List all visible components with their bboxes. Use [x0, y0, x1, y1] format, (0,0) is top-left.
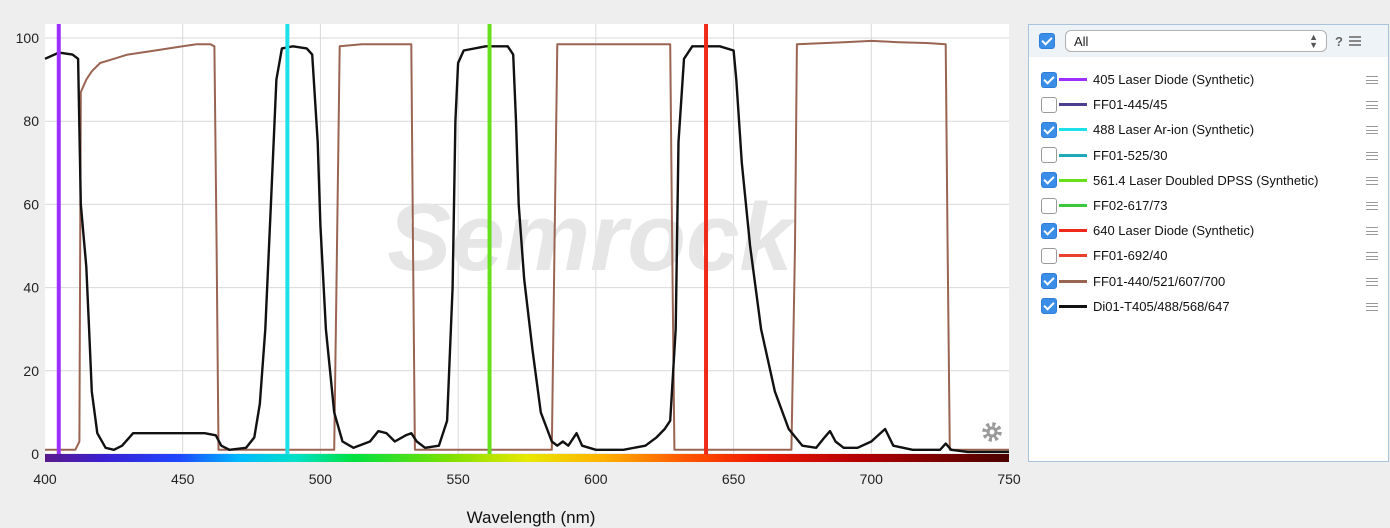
legend-label: 640 Laser Diode (Synthetic): [1093, 223, 1255, 239]
legend-checkbox[interactable]: [1041, 71, 1057, 88]
drag-handle-icon[interactable]: [1366, 176, 1378, 185]
drag-handle-icon[interactable]: [1366, 302, 1378, 311]
legend-checkbox[interactable]: [1041, 197, 1057, 214]
axis-ticks: 0 20 40 60 80 100 400 450 500 550 600 650 700 750: [16, 30, 1021, 487]
x-tick-label-4: 600: [584, 471, 608, 487]
series-line-1: [44, 45, 1009, 454]
legend-label: FF01-445/45: [1093, 97, 1168, 113]
panel-header: All ▲ ▼ ?: [1029, 25, 1388, 57]
drag-handle-icon[interactable]: [1366, 101, 1378, 110]
watermark: Semrock: [387, 184, 797, 291]
spectrum-gradient: [45, 454, 1009, 462]
drag-handle-icon[interactable]: [1366, 277, 1378, 286]
help-icon[interactable]: ?: [1335, 33, 1343, 49]
legend-label: FF02-617/73: [1093, 198, 1168, 214]
panel-menu-icon[interactable]: [1348, 36, 1361, 46]
legend-checkbox[interactable]: [1041, 147, 1057, 164]
legend-label: FF01-692/40: [1093, 248, 1168, 264]
x-tick-label-2: 500: [309, 471, 333, 487]
drag-handle-icon[interactable]: [1366, 151, 1378, 160]
legend-checkbox[interactable]: [1041, 172, 1057, 189]
x-tick-label-0: 400: [33, 471, 57, 487]
drag-handle-icon[interactable]: [1366, 126, 1378, 135]
legend-checkbox[interactable]: [1041, 273, 1057, 290]
legend-item-7[interactable]: FF01-692/40: [1029, 243, 1388, 268]
legend-item-0[interactable]: 405 Laser Diode (Synthetic): [1029, 67, 1388, 92]
x-tick-label-6: 700: [860, 471, 884, 487]
x-tick-label-5: 650: [722, 471, 746, 487]
series-filter-select[interactable]: All ▲ ▼: [1065, 30, 1327, 52]
legend-checkbox[interactable]: [1041, 96, 1057, 113]
select-all-checkbox[interactable]: [1039, 33, 1055, 49]
legend-checkbox[interactable]: [1041, 222, 1057, 239]
x-axis-title: Wavelength (nm): [467, 508, 596, 527]
legend-item-8[interactable]: FF01-440/521/607/700: [1029, 269, 1388, 294]
select-arrows-icon: ▲ ▼: [1309, 32, 1318, 50]
y-tick-label-2: 40: [23, 280, 39, 296]
legend-item-1[interactable]: FF01-445/45: [1029, 92, 1388, 117]
spectra-chart: Semrock 0 20 40 60 80 100 400 450 500 550 600 650 70…: [15, 24, 1021, 527]
legend-swatch: [1059, 204, 1087, 208]
legend-checkbox[interactable]: [1041, 121, 1057, 138]
legend-swatch: [1059, 229, 1087, 233]
drag-handle-icon[interactable]: [1366, 227, 1378, 236]
legend-item-5[interactable]: FF02-617/73: [1029, 193, 1388, 218]
legend-list: 405 Laser Diode (Synthetic) FF01-445/45 48…: [1029, 57, 1388, 319]
drag-handle-icon[interactable]: [1366, 76, 1378, 84]
legend-checkbox[interactable]: [1041, 247, 1057, 264]
visible-spectrum-bar: [45, 454, 1009, 462]
legend-swatch: [1059, 153, 1087, 157]
legend-swatch: [1059, 78, 1087, 82]
legend-swatch: [1059, 254, 1087, 258]
drag-handle-icon[interactable]: [1366, 252, 1378, 261]
legend-item-4[interactable]: 561.4 Laser Doubled DPSS (Synthetic): [1029, 168, 1388, 193]
y-tick-label-3: 60: [23, 196, 39, 212]
drag-handle-icon[interactable]: [1366, 201, 1378, 210]
legend-swatch: [1059, 304, 1087, 308]
legend-swatch: [1059, 178, 1087, 182]
y-tick-label-0: 0: [31, 446, 39, 462]
legend-label: 488 Laser Ar-ion (Synthetic): [1093, 122, 1255, 138]
legend-checkbox[interactable]: [1041, 298, 1057, 315]
legend-swatch: [1059, 103, 1087, 107]
legend-item-9[interactable]: Di01-T405/488/568/647: [1029, 294, 1388, 319]
series-layer: [44, 24, 1009, 454]
legend-label: Di01-T405/488/568/647: [1093, 298, 1230, 314]
plot-area[interactable]: [45, 24, 1009, 462]
legend-label: FF01-525/30: [1093, 147, 1168, 163]
y-tick-label-4: 80: [23, 113, 39, 129]
legend-item-3[interactable]: FF01-525/30: [1029, 143, 1388, 168]
legend-swatch: [1059, 128, 1087, 132]
y-tick-label-1: 20: [23, 363, 39, 379]
legend-swatch: [1059, 279, 1087, 283]
legend-item-6[interactable]: 640 Laser Diode (Synthetic): [1029, 218, 1388, 243]
legend-item-2[interactable]: 488 Laser Ar-ion (Synthetic): [1029, 117, 1388, 142]
x-tick-label-3: 550: [446, 471, 470, 487]
y-tick-label-5: 100: [16, 30, 40, 46]
legend-label: 405 Laser Diode (Synthetic): [1093, 72, 1255, 88]
legend-label: FF01-440/521/607/700: [1093, 273, 1226, 289]
series-line-0: [45, 39, 1009, 451]
settings-gear-icon[interactable]: [982, 422, 1002, 442]
x-tick-label-1: 450: [171, 471, 195, 487]
x-tick-label-7: 750: [997, 471, 1021, 487]
legend-label: 561.4 Laser Doubled DPSS (Synthetic): [1093, 172, 1319, 188]
legend-panel: All ▲ ▼ ? 405 Laser Diode (Synthetic) FF01…: [1028, 24, 1389, 462]
series-filter-value: All: [1074, 33, 1089, 49]
